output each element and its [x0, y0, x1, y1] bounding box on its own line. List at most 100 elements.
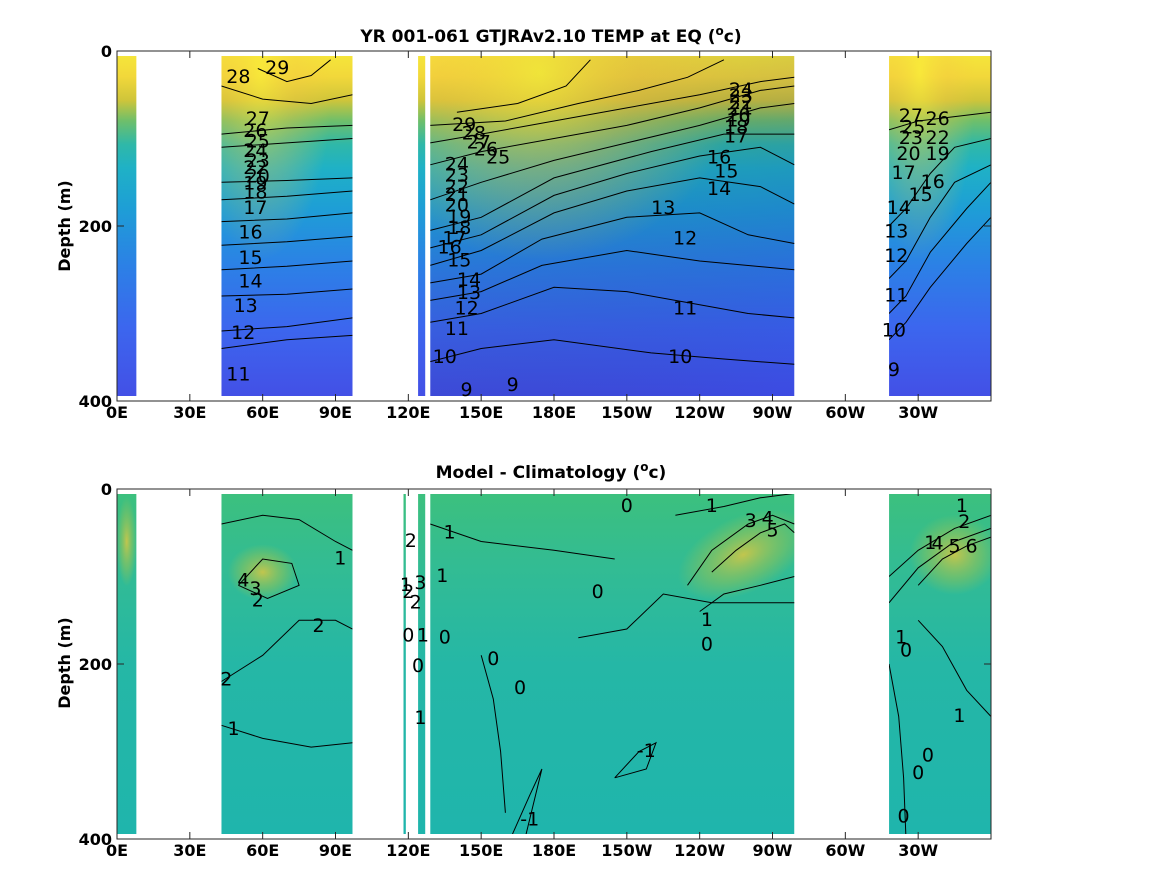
contour-label: 28 — [462, 123, 486, 145]
contour-label: 9 — [461, 379, 473, 401]
contour-label: 20 — [896, 143, 920, 165]
contour-line-0 — [578, 593, 795, 639]
contour-label: 24 — [729, 79, 753, 101]
data-fill-segment — [418, 56, 426, 396]
y-axis-label: Depth (m) — [55, 180, 74, 272]
contour-line-28 — [221, 85, 353, 105]
contour-label: 3 — [745, 510, 757, 532]
x-tick-label: 90E — [319, 403, 352, 422]
contour-label: 2 — [252, 590, 264, 612]
contour-label: 11 — [445, 318, 469, 340]
contour-label: 27 — [467, 131, 491, 153]
contour-label: 13 — [234, 295, 258, 317]
contour-label: 18 — [447, 217, 471, 239]
contour-label: 16 — [438, 236, 462, 258]
contour-line-16 — [221, 212, 353, 223]
contour-line-1 — [888, 514, 991, 577]
x-tick-label: 180E — [532, 841, 576, 860]
contour-label: 3 — [249, 578, 261, 600]
contour-label: 1 — [956, 495, 968, 517]
x-axis-ticks: 0E 30E 60E 90E 120E 150E 180E 150W 120W 90W 60W 30W — [106, 489, 938, 860]
contour-label: 4 — [762, 507, 774, 529]
contour-line-28 — [430, 59, 725, 126]
x-axis-ticks: 0E 30E 60E 90E 120E 150E 180E 150W 120W 90W 60W 30W — [106, 51, 938, 422]
contour-label: 15 — [909, 184, 933, 206]
contour-line-16 — [430, 133, 795, 231]
contour-label: 10 — [668, 346, 692, 368]
contour-label: 0 — [592, 581, 604, 603]
contour-label: 20 — [246, 166, 270, 188]
data-fill-segment — [117, 56, 137, 396]
contour-label: 25 — [901, 117, 925, 139]
contour-line-2 — [221, 619, 353, 682]
contour-label: 0 — [898, 806, 910, 828]
contour-line-2 — [238, 558, 300, 599]
contour-label: 10 — [433, 346, 457, 368]
contour-label: 4 — [932, 533, 944, 555]
contour-label: 6 — [966, 535, 978, 557]
contour-label: 22 — [243, 157, 267, 179]
x-tick-label: 180E — [532, 403, 576, 422]
contour-line-17 — [221, 190, 353, 201]
contour-label: 0 — [439, 626, 451, 648]
contour-label: 23 — [445, 165, 469, 187]
contour-label: 12 — [884, 245, 908, 267]
y-tick-label: 400 — [79, 392, 112, 411]
contour-line-1 — [675, 494, 795, 516]
contour-label: 23 — [899, 127, 923, 149]
contour-label: 13 — [884, 221, 908, 243]
contour-line-26 — [221, 138, 353, 148]
contour-label: 1 — [444, 521, 456, 543]
contour-label: 9 — [888, 359, 900, 381]
contour-label: 1 — [334, 548, 346, 570]
contour-line-1 — [699, 576, 795, 612]
contour-label: 10 — [882, 320, 906, 342]
contour-line-10 — [888, 216, 991, 341]
panel-model-minus-climatology: Model - Climatology (oc) Depth (m) 14 322… — [55, 460, 992, 860]
x-tick-label: 30E — [173, 841, 206, 860]
contour-label: 1 — [701, 609, 713, 631]
contour-label: 22 — [729, 92, 753, 114]
x-tick-label: 150W — [601, 403, 652, 422]
contour-label: 27 — [246, 108, 270, 130]
contour-line-1 — [221, 514, 353, 551]
contour-line-0 — [888, 663, 907, 834]
contour-label: 13 — [651, 197, 675, 219]
contour-label: 4 — [237, 569, 249, 591]
y-tick-label: 0 — [101, 480, 112, 499]
panel-temperature: YR 001-061 GTJRAv2.10 TEMP at EQ (oc) De… — [55, 24, 992, 422]
contour-label: 5 — [949, 535, 961, 557]
contour-label: 1 — [227, 718, 239, 740]
contour-label: 25 — [246, 131, 270, 153]
contour-label: 12 — [673, 228, 697, 250]
contour-label: 0 — [912, 762, 924, 784]
contour-line-0 — [430, 523, 615, 560]
x-tick-label: 90W — [753, 403, 793, 422]
contour-label: 0 — [621, 495, 633, 517]
x-tick-label: 120E — [386, 403, 430, 422]
contour-label: 16 — [921, 171, 945, 193]
x-tick-label: 60E — [246, 841, 279, 860]
contour-label: 25 — [486, 146, 510, 168]
contour-label: 2 — [410, 591, 422, 613]
contour-line-4 — [917, 536, 991, 586]
contour-line-0 — [480, 655, 506, 813]
contour-line-10 — [430, 339, 795, 365]
contour-label: 12 — [455, 298, 479, 320]
contour-label: 18 — [243, 181, 267, 203]
contour-line-12 — [430, 249, 795, 301]
contour-label: 11 — [673, 298, 697, 320]
temperature-contours — [221, 59, 991, 365]
x-tick-label: 150E — [459, 403, 503, 422]
x-tick-label: 0E — [106, 841, 128, 860]
contour-label: 1 — [414, 707, 426, 729]
x-tick-label: 120E — [386, 841, 430, 860]
data-fill-segment — [418, 494, 426, 834]
contour-label: 0 — [900, 639, 912, 661]
contour-label: 17 — [442, 228, 466, 250]
contour-label: 26 — [474, 138, 498, 160]
contour-label: 19 — [726, 110, 750, 132]
